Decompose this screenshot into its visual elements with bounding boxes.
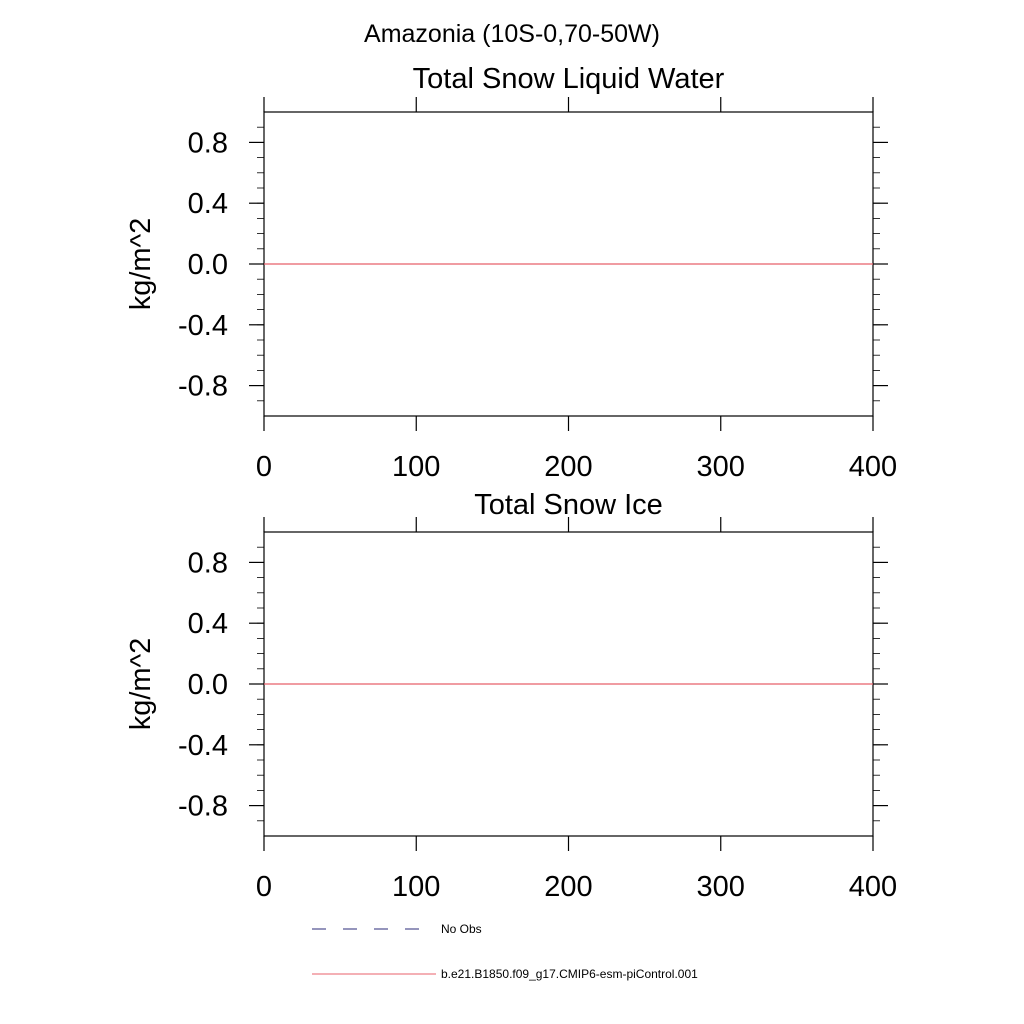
x-tick-label: 400	[849, 451, 897, 483]
x-tick-label: 0	[256, 871, 272, 903]
y-tick-label: -0.4	[178, 310, 228, 342]
legend-item: No Obs	[312, 922, 482, 936]
panel-title: Total Snow Ice	[474, 489, 663, 521]
chart-panel-1: Total Snow Liquid Water 0 100 200 300 400 0.8 0…	[125, 63, 897, 483]
y-tick-label: -0.4	[178, 730, 228, 762]
x-tick-label: 300	[697, 451, 745, 483]
legend-label: No Obs	[441, 922, 482, 936]
x-tick-label: 400	[849, 871, 897, 903]
x-tick-label: 200	[544, 871, 592, 903]
chart-panel-2: Total Snow Ice 0 100 200 300 400 0.8 0.4 0.0 -0.4…	[125, 489, 897, 903]
y-tick-label: 0.4	[188, 188, 228, 220]
x-tick-label: 200	[544, 451, 592, 483]
y-axis-label: kg/m^2	[125, 638, 157, 731]
x-tick-label: 0	[256, 451, 272, 483]
y-tick-label: 0.8	[188, 547, 228, 579]
panel-title: Total Snow Liquid Water	[413, 63, 725, 95]
chart-panels: Total Snow Liquid Water 0 100 200 300 400 0.8 0…	[125, 63, 897, 903]
y-tick-label: -0.8	[178, 371, 228, 403]
x-tick-label: 100	[392, 871, 440, 903]
legend-item: b.e21.B1850.f09_g17.CMIP6-esm-piControl.…	[312, 967, 698, 981]
x-tick-label: 300	[697, 871, 745, 903]
y-tick-label: 0.4	[188, 608, 228, 640]
y-tick-label: -0.8	[178, 791, 228, 823]
y-tick-label: 0.8	[188, 127, 228, 159]
y-tick-label: 0.0	[188, 249, 228, 281]
figure-super-title: Amazonia (10S-0,70-50W)	[364, 20, 660, 48]
x-tick-label: 100	[392, 451, 440, 483]
chart-legend: No Obs b.e21.B1850.f09_g17.CMIP6-esm-piCo…	[312, 922, 698, 981]
y-axis-label: kg/m^2	[125, 218, 157, 311]
legend-label: b.e21.B1850.f09_g17.CMIP6-esm-piControl.…	[441, 967, 698, 981]
y-tick-label: 0.0	[188, 669, 228, 701]
